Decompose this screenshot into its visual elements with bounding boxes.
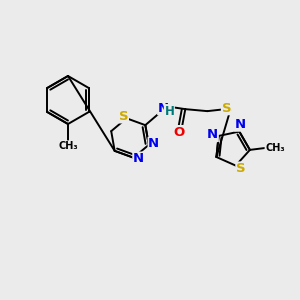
Text: N: N: [148, 137, 159, 150]
Text: O: O: [174, 126, 185, 139]
Text: CH₃: CH₃: [58, 141, 78, 151]
Text: S: S: [236, 162, 246, 175]
Text: N: N: [235, 118, 246, 131]
Text: S: S: [119, 110, 128, 123]
Text: N: N: [158, 102, 169, 115]
Text: N: N: [207, 128, 218, 142]
Text: CH₃: CH₃: [265, 143, 285, 153]
Text: S: S: [221, 102, 231, 115]
Text: N: N: [133, 152, 144, 165]
Text: H: H: [164, 105, 174, 118]
